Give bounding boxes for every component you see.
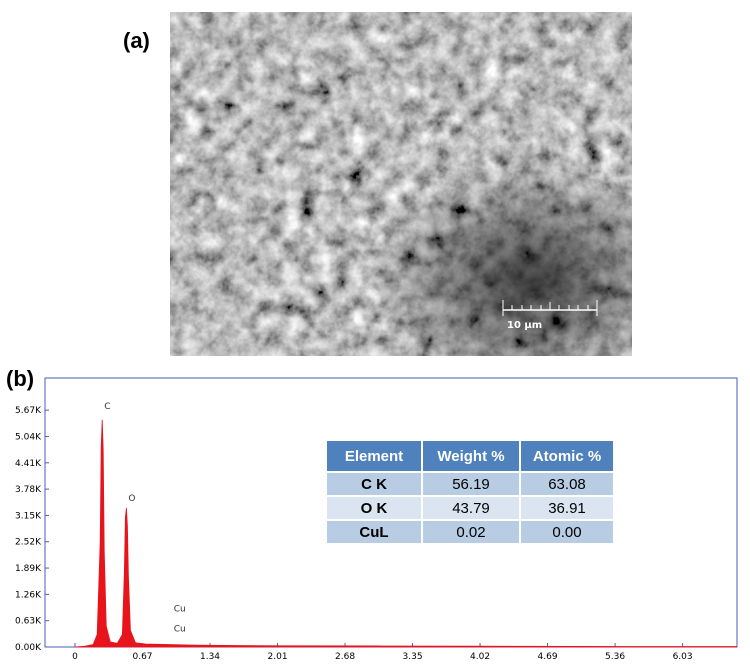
x-tick-label: 2.68 — [335, 652, 355, 662]
y-tick-label: 3.15K — [15, 511, 42, 521]
y-tick-label: 4.41K — [15, 459, 42, 469]
table-row: Element Weight % Atomic % — [325, 439, 615, 473]
peak-label: Cu — [174, 604, 186, 614]
table-cell: 0.02 — [421, 519, 521, 545]
x-tick-label: 4.69 — [538, 652, 558, 662]
table-cell: Element — [325, 439, 423, 473]
panel-label: (b) — [6, 366, 35, 391]
x-tick-label: 5.36 — [605, 652, 625, 662]
x-tick-label: 0 — [72, 652, 78, 662]
table-cell: O K — [325, 495, 423, 521]
table-cell: 63.08 — [519, 471, 615, 497]
peak-label: C — [104, 402, 110, 412]
y-tick-label: 0.63K — [15, 617, 42, 627]
x-tick-label: 0.67 — [132, 652, 152, 662]
x-tick-label: 1.34 — [200, 652, 220, 662]
table-cell: CuL — [325, 519, 423, 545]
sem-image: 10 µm — [170, 12, 632, 356]
spectrum: 0.00K 0.63K 1.26K 1.89K 2.52K 3.15K 3.78K 4.41K… — [15, 402, 738, 662]
x-tick-label: 2.01 — [268, 652, 288, 662]
x-tick-label: 6.03 — [673, 652, 693, 662]
table-cell: Atomic % — [519, 439, 615, 473]
y-tick-label: 5.67K — [15, 406, 42, 416]
table-cell: 36.91 — [519, 495, 615, 521]
x-tick-label: 3.35 — [403, 652, 423, 662]
x-tick-label: 4.02 — [470, 652, 490, 662]
spectrum-area — [74, 419, 738, 648]
table-cell: C K — [325, 471, 423, 497]
table-cell: 56.19 — [421, 471, 521, 497]
y-tick-label: 5.04K — [15, 432, 42, 442]
panel-label: (a) — [123, 28, 150, 53]
table-row: C K 56.19 63.08 — [325, 471, 615, 497]
y-tick-label: 0.00K — [15, 643, 42, 653]
table-cell: Weight % — [421, 439, 521, 473]
table-row: CuL 0.02 0.00 — [325, 519, 615, 545]
y-tick-label: 1.26K — [15, 590, 42, 600]
table-cell: 43.79 — [421, 495, 521, 521]
y-tick-label: 1.89K — [15, 564, 42, 574]
scale-bar-label: 10 µm — [507, 320, 542, 331]
peak-label: Cu — [174, 625, 186, 635]
table-cell: 0.00 — [519, 519, 615, 545]
y-tick-label: 2.52K — [15, 538, 42, 548]
y-tick-label: 3.78K — [15, 485, 42, 495]
table-row: O K 43.79 36.91 — [325, 495, 615, 521]
peak-label: O — [128, 494, 135, 504]
